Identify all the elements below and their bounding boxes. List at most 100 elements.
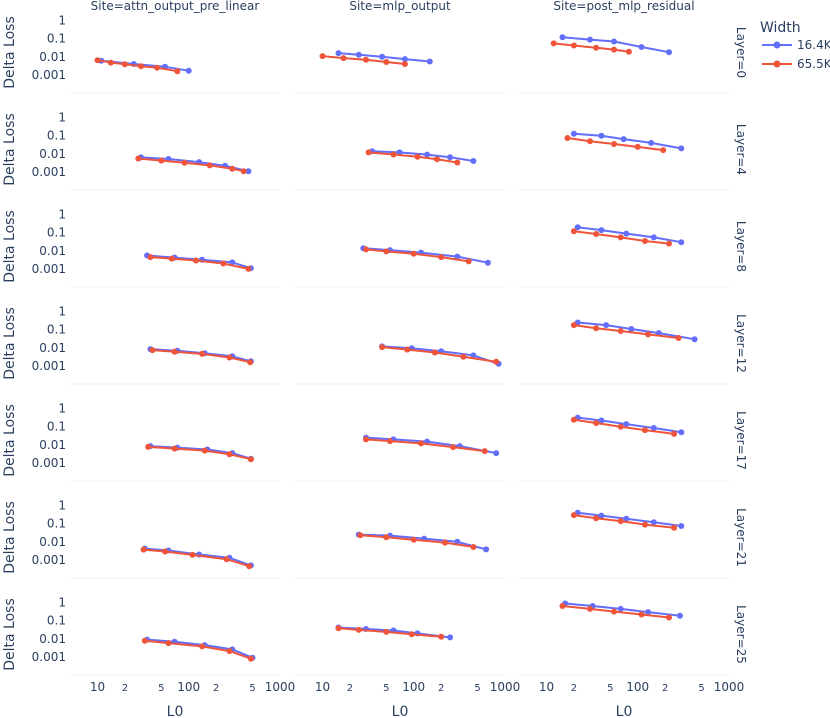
series-16-4K	[369, 148, 477, 164]
data-point	[365, 149, 372, 156]
x-tick-label: 100	[402, 680, 425, 694]
series-16-4K	[574, 319, 698, 343]
y-tick-label: 0.01	[39, 147, 66, 161]
data-point	[691, 336, 698, 343]
series-65-5K	[559, 603, 672, 621]
data-point	[247, 456, 254, 463]
series-line	[143, 548, 250, 568]
data-point	[623, 515, 630, 522]
data-point	[642, 238, 648, 244]
y-tick-label: 0.001	[32, 456, 66, 470]
panel-r5-c2	[519, 509, 729, 579]
data-point	[426, 58, 433, 65]
series-65-5K	[94, 57, 181, 75]
y-tick-label: 1	[58, 14, 66, 28]
data-point	[410, 536, 417, 543]
data-point	[623, 421, 630, 428]
panel-r5-c0: 1 0.1 0.01 0.001	[32, 499, 280, 579]
series-16-4K	[144, 636, 256, 661]
series-16-4K	[144, 252, 254, 272]
x-tick-label: 5	[383, 683, 389, 694]
y-tick-label: 1	[58, 305, 66, 319]
x-tick-label: 5	[249, 683, 255, 694]
data-point	[396, 149, 403, 156]
data-point	[363, 56, 369, 63]
y-tick-label: 1	[58, 402, 66, 416]
data-point	[598, 512, 605, 519]
x-tick-label: 1000	[490, 680, 521, 694]
data-point	[404, 346, 411, 353]
x-tick-label: 2	[438, 683, 444, 694]
data-point	[226, 648, 233, 655]
x-tick-label: 2	[662, 683, 668, 694]
panel-r1-c2	[519, 130, 729, 191]
row-label: Layer=8	[734, 221, 748, 272]
x-tick-label: 100	[626, 680, 649, 694]
panel-r4-c2	[519, 414, 729, 482]
data-point	[206, 162, 213, 169]
data-point	[165, 640, 172, 647]
data-point	[650, 234, 657, 241]
x-tick-label: 5	[474, 683, 480, 694]
data-point	[335, 50, 342, 57]
data-point	[147, 254, 154, 261]
panel-r6-c2: 10 2 5 100 2 5 1000	[519, 600, 744, 694]
panel-r3-c2	[519, 319, 729, 385]
data-point	[570, 228, 577, 235]
data-point	[628, 326, 635, 332]
data-point	[666, 614, 672, 621]
x-tick-label: 2	[122, 683, 128, 694]
data-point	[447, 154, 454, 161]
data-point	[357, 532, 364, 539]
panel-r4-c0: 1 0.1 0.01 0.001	[32, 402, 280, 482]
series-16-4K	[379, 343, 502, 367]
data-point	[483, 546, 490, 553]
data-point	[493, 450, 500, 457]
data-point	[199, 350, 206, 357]
data-point	[678, 145, 685, 152]
data-point	[154, 64, 161, 71]
data-point	[226, 354, 233, 361]
row-label: Layer=4	[734, 124, 748, 175]
y-tick-label: 0.1	[47, 32, 66, 46]
y-axis-title: Delta Loss	[2, 404, 18, 477]
data-point	[319, 53, 326, 60]
y-tick-label: 0.01	[39, 50, 66, 64]
y-tick-label: 0.1	[47, 323, 66, 337]
series-line	[553, 42, 630, 53]
x-tick-label: 5	[158, 683, 164, 694]
data-point	[223, 556, 230, 563]
series-line	[577, 511, 682, 527]
data-point	[470, 158, 477, 164]
panel-r1-c1	[295, 148, 505, 191]
data-point	[465, 258, 472, 265]
labels-layer: Site=attn_output_pre_linear Site=mlp_outp…	[2, 0, 748, 718]
data-point	[145, 443, 152, 450]
data-point	[570, 42, 577, 49]
series-line	[372, 150, 474, 162]
data-point	[617, 423, 624, 430]
series-65-5K	[319, 53, 408, 67]
series-65-5K	[149, 347, 254, 366]
x-tick-label: 5	[607, 683, 613, 694]
data-point	[611, 141, 617, 147]
series-65-5K	[379, 344, 500, 365]
data-point	[355, 51, 362, 58]
panel-r5-c1	[295, 531, 505, 579]
data-point	[340, 55, 347, 62]
y-tick-label: 1	[58, 499, 66, 513]
column-header: Site=post_mlp_residual	[553, 0, 694, 13]
data-point	[650, 425, 657, 431]
data-point	[379, 53, 386, 60]
data-point	[138, 63, 144, 70]
data-point	[587, 36, 593, 43]
y-tick-label: 0.01	[39, 244, 66, 258]
series-16-4K	[141, 545, 254, 569]
series-16-4K	[574, 224, 685, 246]
data-point	[193, 257, 199, 264]
data-point	[593, 420, 600, 426]
data-point	[94, 57, 101, 64]
data-point	[450, 444, 457, 451]
data-point	[442, 539, 448, 546]
legend[interactable]: Width 16.4K 65.5K	[760, 20, 830, 71]
